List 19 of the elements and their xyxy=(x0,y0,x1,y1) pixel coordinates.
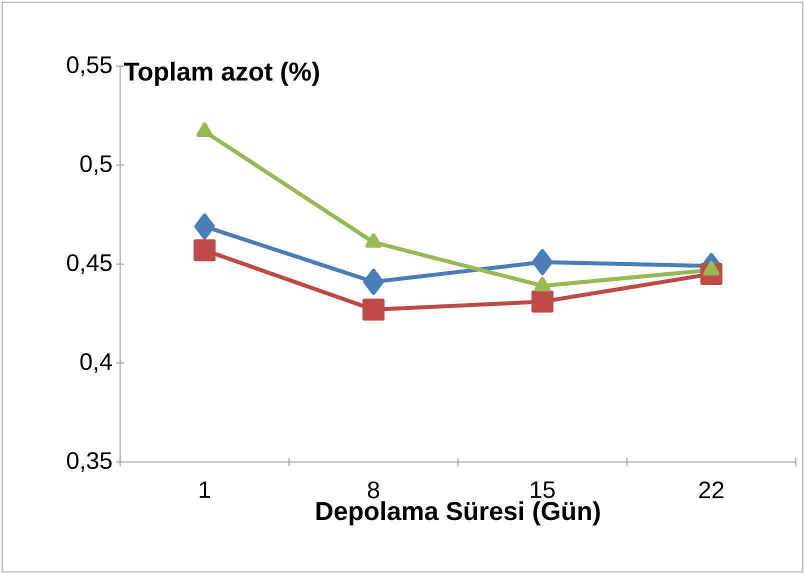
point xyxy=(194,239,216,262)
x-tick-label: 1 xyxy=(200,481,210,498)
x-axis-title: Depolama Süresi (Gün) xyxy=(316,501,600,526)
chart-title: Toplam azot (%) xyxy=(124,62,319,86)
y-tick-label: 0,35 xyxy=(67,452,112,472)
x-tick-label: 8 xyxy=(368,481,380,498)
point xyxy=(532,249,553,276)
point xyxy=(196,122,213,137)
point xyxy=(362,298,385,321)
point xyxy=(194,213,215,240)
y-tick-label: 0,45 xyxy=(67,254,112,274)
x-tick-label: 15 xyxy=(530,481,555,498)
y-tick-label: 0,4 xyxy=(80,353,112,373)
point xyxy=(365,233,382,248)
y-tick-label: 0,5 xyxy=(80,155,112,175)
point xyxy=(531,290,554,313)
x-tick-label: 22 xyxy=(699,481,724,498)
point xyxy=(363,268,384,295)
y-tick-label: 0,55 xyxy=(67,56,112,76)
